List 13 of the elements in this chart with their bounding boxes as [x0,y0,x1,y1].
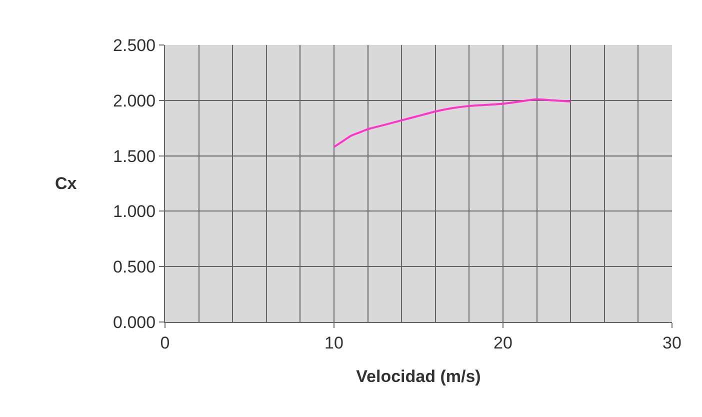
y-tick-label: 1.500 [113,146,156,166]
y-tick-label: 2.500 [113,36,156,55]
y-tick-label: 0.500 [113,258,156,277]
y-tick-label: 0.000 [113,312,156,332]
y-axis-title: Cx [55,174,78,193]
x-tick-label: 10 [324,333,344,352]
y-tick-label: 1.000 [113,202,156,222]
x-tick-label: 0 [160,333,170,352]
y-tick-label: 2.000 [113,91,156,110]
x-tick-label: 20 [494,333,512,352]
line-series [333,98,572,148]
x-axis-title: Velocidad (m/s) [356,366,481,386]
x-tick-label: 30 [662,333,682,352]
